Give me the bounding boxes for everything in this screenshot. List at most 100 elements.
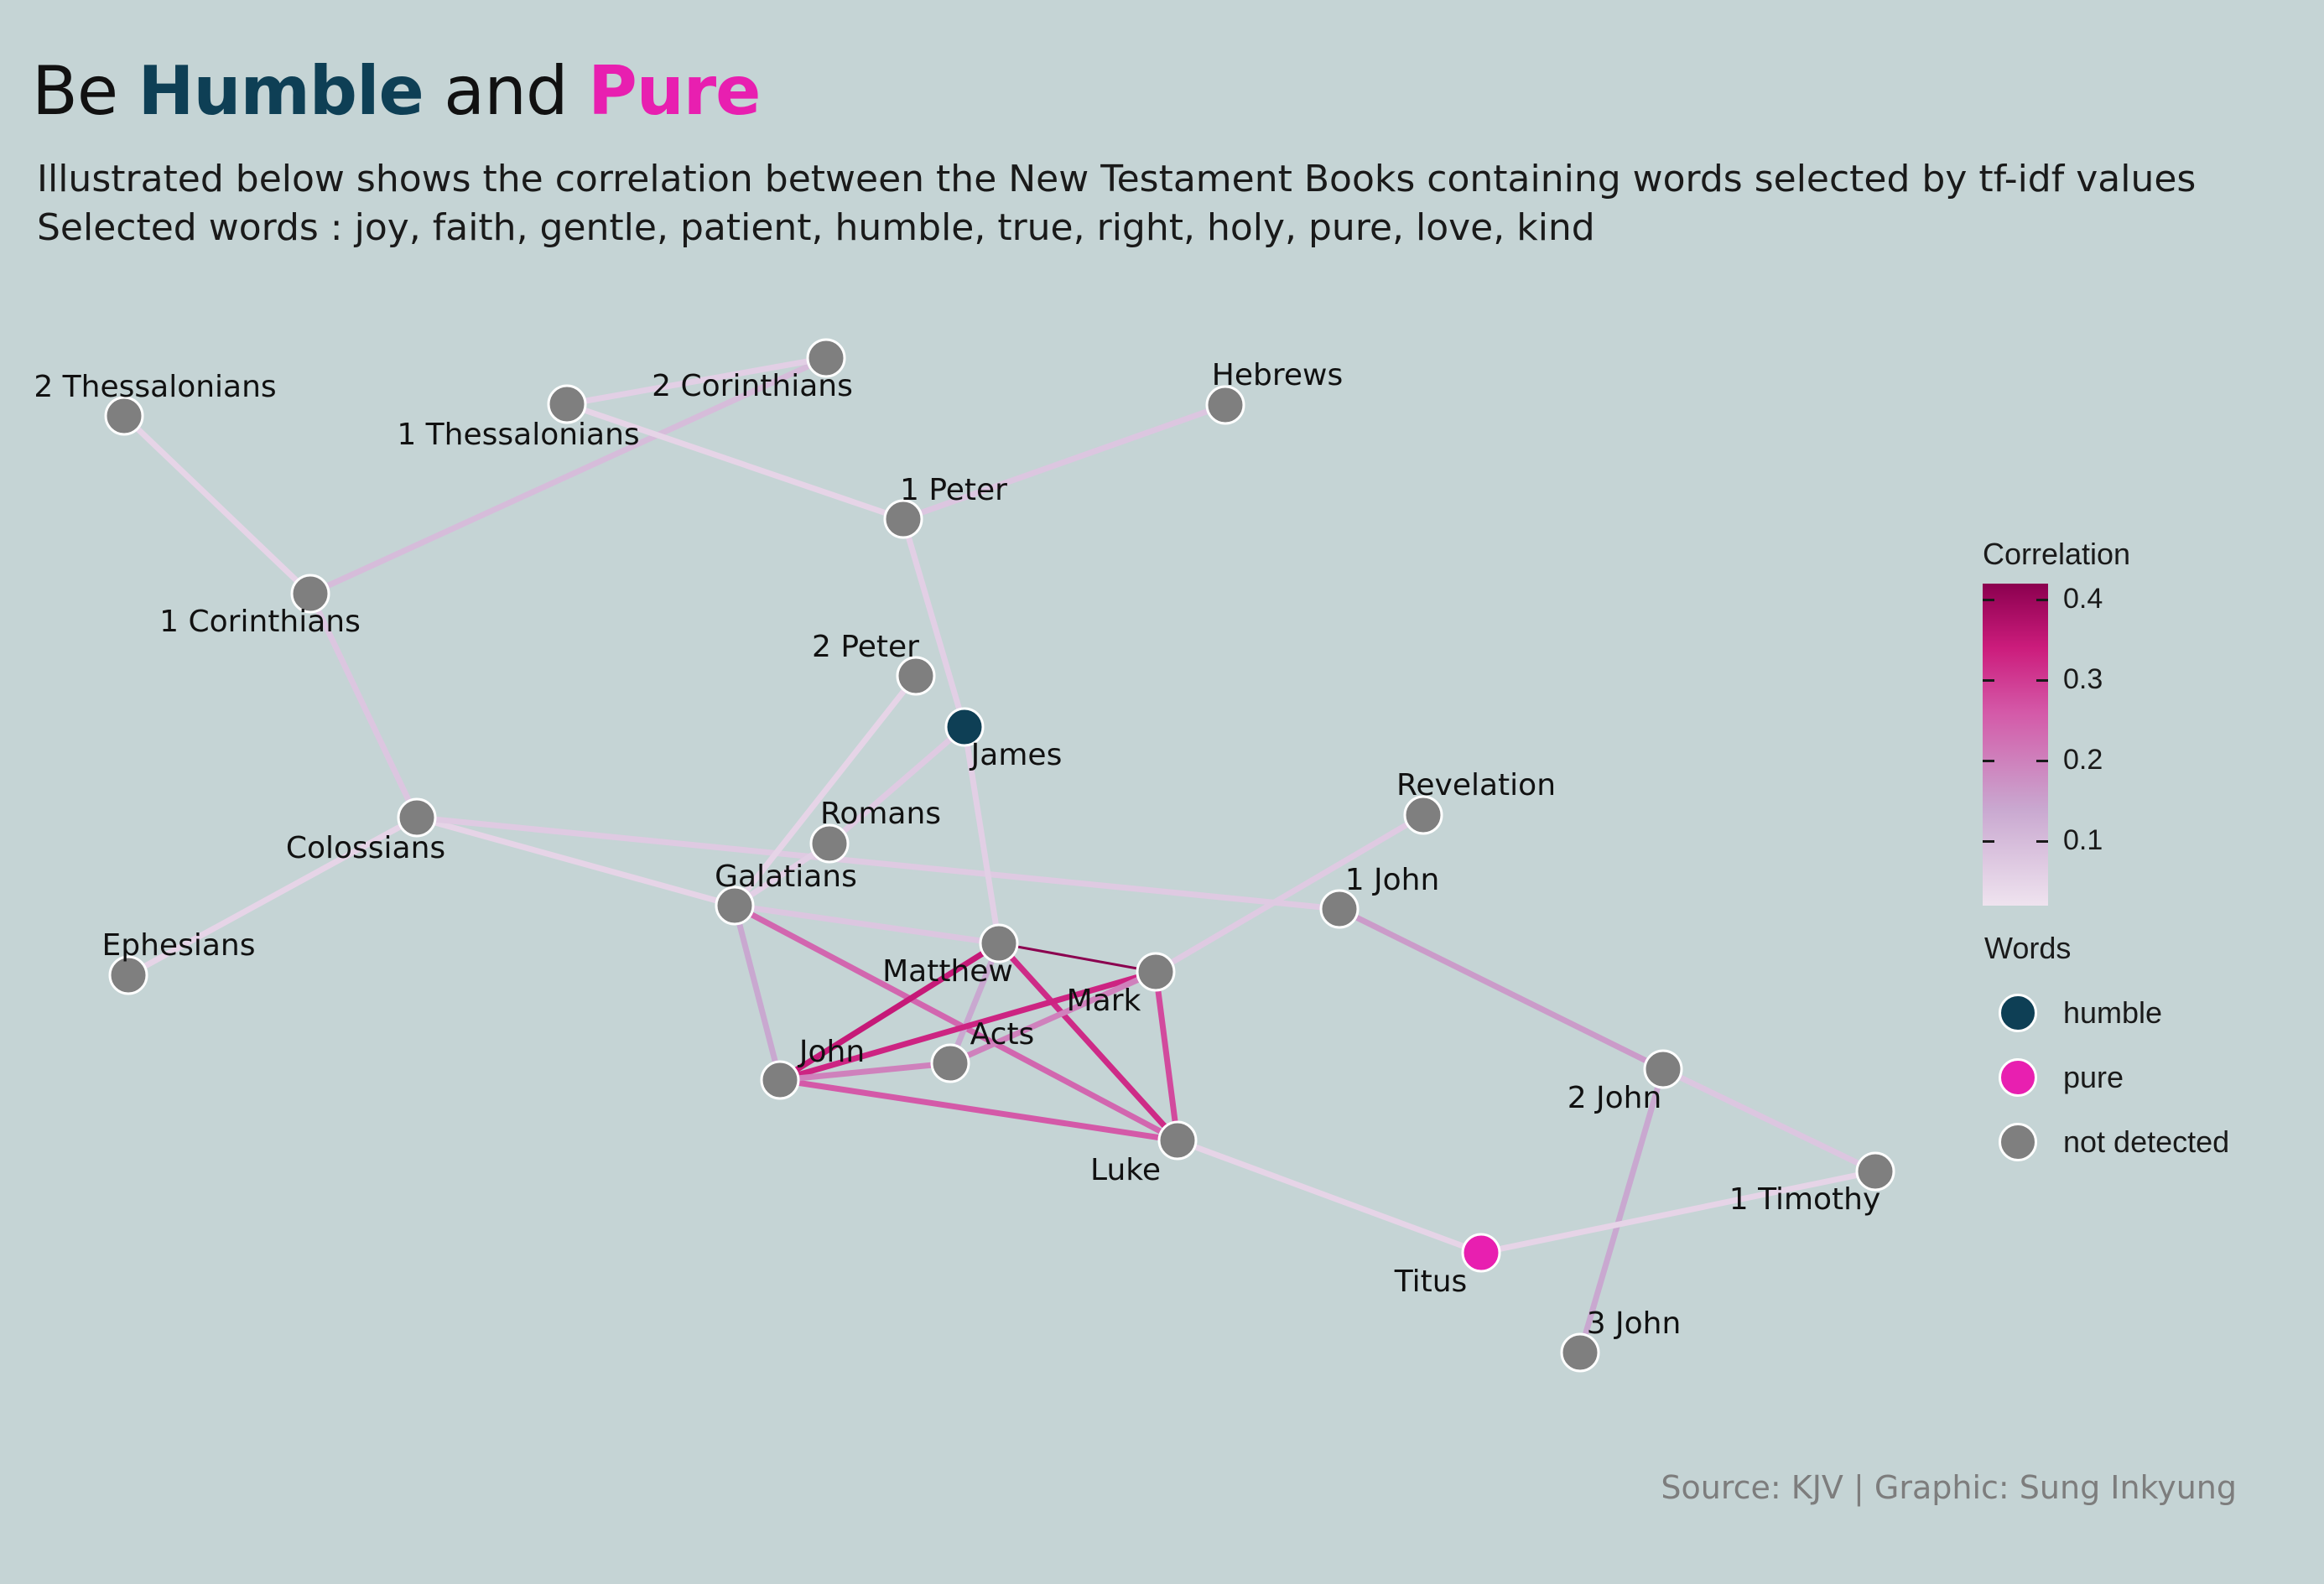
- node-2-peter[interactable]: [896, 656, 936, 696]
- edge-colossians-galatians: [413, 814, 738, 909]
- node-2-thessalonians[interactable]: [104, 396, 144, 436]
- legend-label-not-detected: not detected: [2063, 1124, 2230, 1159]
- colorbar-tick-mark: [1983, 599, 1994, 602]
- colorbar-tick-mark: [2036, 760, 2048, 763]
- node-3-john[interactable]: [1560, 1332, 1600, 1373]
- node-label-colossians: Colossians: [286, 831, 445, 865]
- colorbar-tick-mark: [2036, 599, 2048, 602]
- node-james[interactable]: [944, 707, 985, 747]
- colorbar-tick-mark: [1983, 679, 1994, 683]
- colorbar-tick-mark: [2036, 679, 2048, 683]
- edge-james-romans: [826, 724, 968, 847]
- node-1-corinthians[interactable]: [290, 574, 330, 614]
- node-layer: [104, 338, 1895, 1373]
- node-label-2-john: 2 John: [1568, 1081, 1662, 1115]
- node-label-james: James: [970, 738, 1063, 772]
- title-pure: Pure: [588, 52, 761, 130]
- node-label-titus: Titus: [1394, 1265, 1468, 1299]
- node-label-2-peter: 2 Peter: [812, 630, 919, 664]
- edge-luke-titus: [1174, 1137, 1484, 1256]
- edge-1-peter-hebrews: [900, 402, 1229, 522]
- node-acts[interactable]: [930, 1043, 970, 1083]
- legend-correlation-title: Correlation: [1983, 537, 2131, 571]
- legend-key-pure: [1999, 1058, 2037, 1097]
- node-2-corinthians[interactable]: [806, 338, 846, 378]
- title-mid: and: [423, 52, 589, 130]
- node-label-revelation: Revelation: [1396, 768, 1556, 802]
- node-label-1-corinthians: 1 Corinthians: [159, 605, 361, 639]
- node-romans[interactable]: [809, 823, 850, 864]
- edge-john-acts: [777, 1060, 954, 1083]
- node-colossians[interactable]: [397, 797, 437, 838]
- title-prefix: Be: [32, 52, 138, 130]
- edge-colossians-1-john: [413, 814, 1343, 912]
- colorbar-tick-label: 0.1: [2063, 824, 2103, 857]
- edge-colossians-ephesians: [125, 814, 420, 979]
- node-titus[interactable]: [1461, 1233, 1501, 1273]
- edge-mark-revelation: [1152, 812, 1427, 975]
- node-mark[interactable]: [1136, 952, 1176, 992]
- node-label-hebrews: Hebrews: [1212, 358, 1343, 392]
- edge-matthew-john: [777, 940, 1002, 1083]
- node-label-matthew: Matthew: [882, 954, 1013, 989]
- edge-john-luke: [777, 1077, 1181, 1144]
- node-hebrews[interactable]: [1205, 385, 1245, 425]
- edge-james-matthew: [961, 724, 1002, 947]
- node-matthew[interactable]: [979, 923, 1019, 963]
- node-label-galatians: Galatians: [715, 860, 857, 894]
- node-label-luke: Luke: [1090, 1153, 1161, 1187]
- edge-1-peter-james: [900, 516, 968, 730]
- node-label-1-thessalonians: 1 Thessalonians: [397, 418, 639, 452]
- node-label-3-john: 3 John: [1587, 1306, 1682, 1341]
- colorbar-tick-label: 0.2: [2063, 744, 2103, 776]
- node-ephesians[interactable]: [108, 955, 148, 995]
- node-galatians[interactable]: [715, 885, 755, 926]
- edge-2-peter-galatians: [731, 673, 919, 909]
- node-label-1-john: 1 John: [1345, 863, 1440, 897]
- node-1-thessalonians[interactable]: [547, 384, 587, 424]
- node-label-1-timothy: 1 Timothy: [1729, 1182, 1881, 1217]
- colorbar-tick-label: 0.3: [2063, 663, 2103, 696]
- legend-label-humble: humble: [2063, 995, 2163, 1030]
- legend-label-pure: pure: [2063, 1060, 2124, 1094]
- edge-layer: [121, 355, 1879, 1356]
- edge-2-thessalonians-1-corinthians: [121, 413, 314, 597]
- node-1-timothy[interactable]: [1855, 1151, 1895, 1192]
- edge-matthew-mark: [997, 942, 1157, 974]
- node-label-romans: Romans: [820, 797, 941, 831]
- colorbar-tick-mark: [1983, 840, 1994, 844]
- legend-key-humble: [1999, 994, 2037, 1032]
- source-caption: Source: KJV | Graphic: Sung Inkyung: [1661, 1469, 2237, 1506]
- node-luke[interactable]: [1157, 1120, 1198, 1161]
- node-label-acts: Acts: [970, 1017, 1035, 1052]
- edge-2-john-3-john: [1577, 1066, 1666, 1356]
- node-label-2-corinthians: 2 Corinthians: [652, 369, 853, 403]
- title-humble: Humble: [138, 52, 424, 130]
- edge-mark-acts: [947, 969, 1159, 1067]
- label-layer: 2 Thessalonians 1 Thessalonians 2 Corinthi…: [34, 358, 1880, 1341]
- node-2-john[interactable]: [1643, 1049, 1683, 1089]
- node-john[interactable]: [760, 1060, 800, 1100]
- node-1-john[interactable]: [1319, 889, 1360, 929]
- subtitle-line-1: Illustrated below shows the correlation …: [37, 158, 2197, 200]
- edge-galatians-matthew: [731, 902, 1002, 947]
- edge-2-john-1-timothy: [1660, 1066, 1879, 1175]
- node-1-peter[interactable]: [883, 499, 923, 539]
- edge-galatians-john: [731, 902, 783, 1083]
- edge-1-corinthians-colossians: [307, 590, 420, 821]
- edge-1-thessalonians-1-peter: [564, 401, 907, 522]
- chart-title: Be Humble and Pure: [32, 52, 761, 130]
- colorbar-tick-mark: [1983, 760, 1994, 763]
- node-revelation[interactable]: [1403, 795, 1443, 835]
- colorbar-tick-mark: [2036, 840, 2048, 844]
- edge-1-thessalonians-2-corinthians: [564, 355, 829, 408]
- node-label-mark: Mark: [1067, 984, 1141, 1018]
- edge-1-corinthians-2-corinthians: [307, 355, 829, 597]
- node-label-ephesians: Ephesians: [102, 928, 256, 963]
- colorbar-tick-label: 0.4: [2063, 583, 2103, 615]
- node-label-2-thessalonians: 2 Thessalonians: [34, 370, 276, 404]
- correlation-colorbar: [1983, 584, 2048, 906]
- edge-mark-john: [777, 969, 1159, 1083]
- edge-matthew-luke: [996, 940, 1181, 1144]
